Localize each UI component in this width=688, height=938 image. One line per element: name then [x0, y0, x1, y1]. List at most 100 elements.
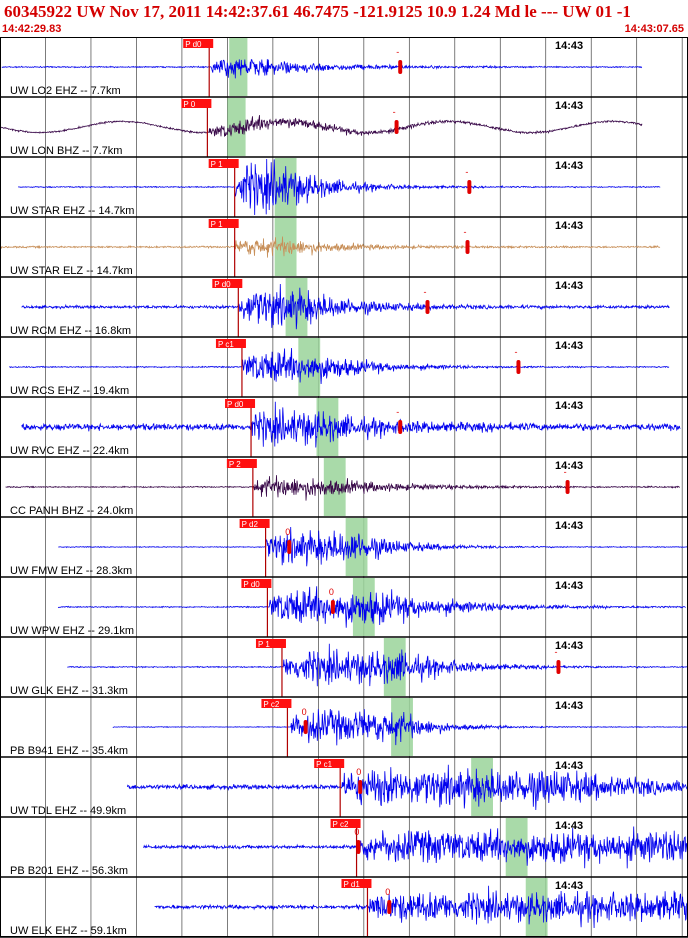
trace-time-label: 14:43	[555, 220, 583, 232]
trace-time-label: 14:43	[555, 760, 583, 772]
p-pick-label: P c2	[263, 700, 279, 709]
coda-marker	[394, 120, 399, 134]
trace-panel: P d0 - 14:43 UW RVC EHZ -- 22.4km	[0, 398, 688, 458]
p-pick-flag	[212, 279, 243, 288]
coda-label: -	[554, 647, 557, 657]
trace-time-label: 14:43	[555, 460, 583, 472]
coda-marker	[287, 540, 292, 554]
trace-panel: P 1 -14:43 UW GLK EHZ -- 31.3km	[0, 638, 688, 698]
p-pick-flag	[226, 459, 257, 468]
s-window-shading	[391, 698, 413, 756]
waveform-line	[0, 236, 661, 258]
coda-marker	[387, 900, 392, 914]
trace-panel: P d0 - 14:43 UW RCM EHZ -- 16.8km	[0, 278, 688, 338]
trace-panel: P d0 0 14:43 UW WPW EHZ -- 29.1km	[0, 578, 688, 638]
coda-marker	[425, 300, 430, 314]
coda-marker	[556, 660, 561, 674]
p-pick-flag	[314, 759, 345, 768]
p-pick-flag	[239, 519, 270, 528]
station-label: UW RVC EHZ -- 22.4km	[10, 445, 129, 457]
trace-time-label: 14:43	[555, 160, 583, 172]
station-label: UW GLK EHZ -- 31.3km	[10, 685, 128, 697]
station-label: PB B941 EHZ -- 35.4km	[10, 745, 128, 757]
station-label: UW ELK EHZ -- 59.1km	[10, 925, 127, 937]
trace-panel: P 2 -14:43 CC PANH BHZ -- 24.0km	[0, 458, 688, 518]
p-pick-label: P 2	[229, 460, 241, 469]
s-window-shading	[525, 878, 548, 936]
p-pick-flag	[215, 339, 246, 348]
coda-label: -	[465, 167, 468, 177]
trace-panel: P d2 0 14:43 UW FMW EHZ -- 28.3km	[0, 518, 688, 578]
coda-label: 0	[329, 587, 334, 597]
coda-label: -	[464, 227, 467, 237]
station-label: UW STAR EHZ -- 14.7km	[10, 205, 134, 217]
trace-panel: P 0 - 14:43 UW LON BHZ -- 7.7km	[0, 98, 688, 158]
coda-label: -	[396, 407, 399, 417]
trace-time-label: 14:43	[555, 400, 583, 412]
trace-panel: P c2 0 14:43 PB B201 EHZ -- 56.3km	[0, 818, 688, 878]
coda-marker	[465, 240, 470, 254]
waveform-line	[112, 708, 688, 746]
waveform-line	[9, 347, 670, 385]
p-pick-label: P d0	[243, 580, 260, 589]
coda-label: 0	[356, 767, 361, 777]
waveform-line	[58, 526, 688, 567]
waveform-line	[143, 826, 688, 869]
coda-label: 0	[385, 887, 390, 897]
seismogram-panel: P d0 - 14:43 UW LO2 EHZ -- 7.7km P 0 - 14:43 UW…	[0, 37, 688, 938]
p-pick-label: P d0	[185, 40, 202, 49]
p-pick-label: P c1	[218, 340, 234, 349]
trace-time-label: 14:43	[555, 820, 583, 832]
station-label: UW LO2 EHZ -- 7.7km	[10, 85, 121, 97]
p-pick-label: P c2	[333, 820, 349, 829]
station-label: CC PANH BHZ -- 24.0km	[10, 505, 133, 517]
waveform-line	[17, 158, 661, 216]
coda-label: -	[423, 287, 426, 297]
waveform-line	[21, 283, 670, 330]
coda-marker	[516, 360, 521, 374]
p-pick-flag	[261, 699, 292, 708]
trace-time-label: 14:43	[555, 880, 583, 892]
trace-time-label: 14:43	[555, 280, 583, 292]
trace-time-label: 14:43	[555, 100, 583, 112]
end-time: 14:43:07.65	[624, 23, 684, 35]
trace-panel: P c1 - 14:43 UW RCS EHZ -- 19.4km	[0, 338, 688, 398]
event-title: 60345922 UW Nov 17, 2011 14:42:37.61 46.…	[4, 2, 631, 21]
trace-panel: P d1 0 14:43 UW ELK EHZ -- 59.1km	[0, 878, 688, 938]
coda-marker	[303, 720, 308, 734]
record-header: 60345922 UW Nov 17, 2011 14:42:37.61 46.…	[0, 0, 688, 37]
p-pick-label: P 1	[211, 160, 223, 169]
station-label: UW FMW EHZ -- 28.3km	[10, 565, 132, 577]
p-pick-flag	[208, 159, 239, 168]
coda-marker	[398, 420, 403, 434]
coda-label: 0	[302, 707, 307, 717]
coda-marker	[467, 180, 472, 194]
start-time: 14:42:29.83	[2, 23, 62, 35]
coda-label: -	[393, 107, 396, 117]
p-pick-label: P d0	[214, 280, 231, 289]
p-pick-label: P 1	[258, 640, 270, 649]
station-label: UW LON BHZ -- 7.7km	[10, 145, 122, 157]
waveform-line	[0, 115, 643, 137]
coda-label: -	[514, 347, 517, 357]
trace-time-label: 14:43	[555, 580, 583, 592]
station-label: UW STAR ELZ -- 14.7km	[10, 265, 133, 277]
station-label: UW RCM EHZ -- 16.8km	[10, 325, 131, 337]
coda-marker	[565, 480, 570, 494]
p-pick-label: P 0	[183, 100, 195, 109]
p-pick-flag	[181, 99, 212, 108]
waveform-line	[126, 764, 688, 811]
p-pick-flag	[330, 819, 361, 828]
trace-time-label: 14:43	[555, 520, 583, 532]
coda-label: 0	[354, 827, 359, 837]
waveform-line	[154, 885, 688, 929]
waveform-line	[1, 59, 643, 79]
coda-marker	[356, 840, 361, 854]
p-pick-label: P 1	[211, 220, 223, 229]
trace-panel: P c2 0 14:43 PB B941 EHZ -- 35.4km	[0, 698, 688, 758]
coda-marker	[358, 780, 363, 794]
coda-marker	[398, 60, 403, 74]
p-pick-flag	[208, 219, 239, 228]
p-pick-flag	[241, 579, 272, 588]
trace-time-label: 14:43	[555, 40, 583, 52]
